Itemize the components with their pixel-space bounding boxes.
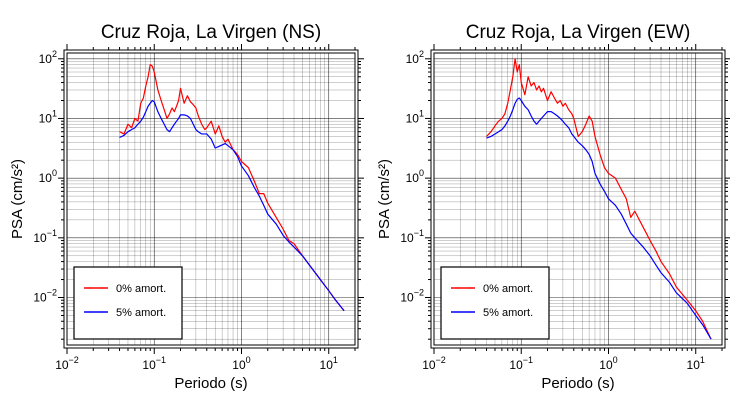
plot-frame [433,52,723,346]
y-tick-label: 10−2 [400,288,424,305]
x-tick-label: 100 [599,355,617,372]
x-tick-label: 10−2 [55,355,79,372]
legend-label: 5% amort. [483,307,533,319]
y-tick-label: 101 [406,108,424,125]
y-tick-base: 10 [400,231,414,245]
legend: 0% amort. 5% amort. [73,266,183,340]
y-tick-base: 10 [400,291,414,305]
y-tick-base: 10 [406,171,420,185]
x-tick-label: 10−1 [509,355,533,372]
series-line-undamped [486,58,712,340]
x-tick-base: 10 [142,358,156,372]
y-tick-base: 10 [39,171,53,185]
x-tick-label: 10−1 [142,355,166,372]
y-tick-label: 10−1 [33,228,57,245]
x-tick-exponent: −2 [436,355,446,365]
legend-label: 0% amort. [483,283,533,295]
y-tick-label: 101 [39,108,57,125]
y-tick-label: 102 [39,49,57,66]
y-tick-base: 10 [39,111,53,125]
legend-box [440,266,550,340]
y-tick-label: 102 [406,49,424,66]
y-tick-base: 10 [406,52,420,66]
legend-box [73,266,183,340]
x-tick-label: 100 [232,355,250,372]
x-tick-base: 10 [687,358,701,372]
x-tick-base: 10 [422,358,436,372]
y-tick-exponent: 0 [52,168,57,178]
x-tick-exponent: 1 [333,355,338,365]
chart-title: Cruz Roja, La Virgen (EW) [466,22,691,43]
x-tick-base: 10 [55,358,69,372]
series-line-undamped [119,63,345,312]
y-tick-exponent: 0 [419,168,424,178]
x-tick-base: 10 [320,358,334,372]
y-tick-base: 10 [406,111,420,125]
plot-frame-outer [430,49,726,349]
x-tick-exponent: 1 [700,355,705,365]
y-tick-label: 100 [406,168,424,185]
x-axis-label: Periodo (s) [174,375,247,392]
x-tick-base: 10 [232,358,246,372]
x-tick-exponent: −1 [523,355,533,365]
y-tick-exponent: −1 [414,228,424,238]
y-tick-exponent: −1 [47,228,57,238]
x-tick-base: 10 [509,358,523,372]
y-axis-label: PSA (cm/s²) [376,159,393,239]
legend: 0% amort. 5% amort. [440,266,550,340]
y-tick-exponent: 2 [52,49,57,59]
y-tick-base: 10 [39,52,53,66]
series-line-damped [486,97,712,340]
y-axis-label: PSA (cm/s²) [9,159,26,239]
grid [66,53,356,345]
plot-frame [66,52,356,346]
y-tick-label: 10−1 [400,228,424,245]
y-tick-exponent: −2 [414,288,424,298]
x-axis-label: Periodo (s) [541,375,614,392]
x-tick-exponent: −1 [156,355,166,365]
y-tick-exponent: 1 [52,108,57,118]
y-tick-label: 100 [39,168,57,185]
grid [433,53,723,345]
y-tick-exponent: −2 [47,288,57,298]
y-tick-exponent: 2 [419,49,424,59]
x-tick-label: 101 [320,355,338,372]
x-tick-exponent: 0 [246,355,251,365]
chart-title: Cruz Roja, La Virgen (NS) [101,22,321,43]
y-tick-base: 10 [33,291,47,305]
x-tick-base: 10 [599,358,613,372]
y-tick-exponent: 1 [419,108,424,118]
legend-label: 5% amort. [116,307,166,319]
x-tick-exponent: 0 [613,355,618,365]
x-tick-label: 101 [687,355,705,372]
plot-frame-outer [63,49,359,349]
x-tick-label: 10−2 [422,355,446,372]
y-tick-base: 10 [33,231,47,245]
legend-label: 0% amort. [116,283,166,295]
series-line-damped [119,99,345,312]
x-tick-exponent: −2 [69,355,79,365]
y-tick-label: 10−2 [33,288,57,305]
